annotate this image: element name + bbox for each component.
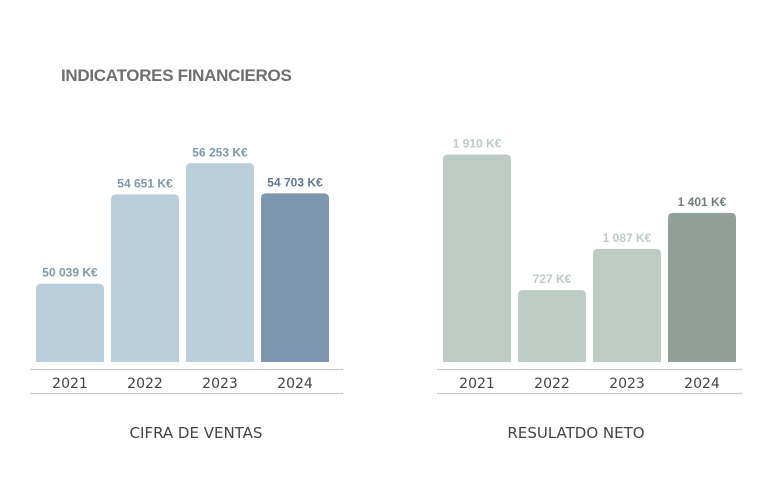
neto-bar-2022 bbox=[518, 290, 586, 362]
ventas-value-label-2024: 54 703 K€ bbox=[267, 175, 323, 189]
ventas-value-label-2022: 54 651 K€ bbox=[117, 176, 173, 190]
neto-value-label-2022: 727 K€ bbox=[533, 272, 572, 286]
neto-value-label-2024: 1 401 K€ bbox=[678, 195, 727, 209]
ventas-chart-caption: CIFRA DE VENTAS bbox=[130, 424, 263, 442]
chart-title: INDICATORES FINANCIEROS bbox=[61, 66, 292, 85]
neto-tick-label-2024: 2024 bbox=[684, 376, 720, 392]
ventas-bar-2023 bbox=[186, 163, 254, 362]
ventas-chart: 50 039 K€ 2021 54 651 K€ 2022 56 253 K€ 2023 5… bbox=[30, 145, 343, 442]
ventas-tick-label-2023: 2023 bbox=[202, 376, 238, 392]
neto-chart: 1 910 K€ 2021 727 K€ 2022 1 087 K€ 2023 1 401 … bbox=[437, 136, 742, 442]
ventas-bar-2022 bbox=[111, 194, 179, 362]
ventas-bar-2024 bbox=[261, 193, 329, 362]
ventas-tick-label-2024: 2024 bbox=[277, 376, 313, 392]
ventas-value-label-2023: 56 253 K€ bbox=[192, 145, 248, 159]
ventas-tick-label-2021: 2021 bbox=[52, 376, 88, 392]
neto-chart-caption: RESULATDO NETO bbox=[507, 424, 644, 442]
neto-value-label-2023: 1 087 K€ bbox=[603, 231, 652, 245]
ventas-bar-2021 bbox=[36, 283, 104, 362]
neto-value-label-2021: 1 910 K€ bbox=[453, 136, 502, 150]
neto-bar-2023 bbox=[593, 248, 661, 362]
ventas-tick-label-2022: 2022 bbox=[127, 376, 163, 392]
neto-tick-label-2023: 2023 bbox=[609, 376, 645, 392]
neto-bar-2021 bbox=[443, 154, 511, 362]
neto-tick-label-2022: 2022 bbox=[534, 376, 570, 392]
ventas-value-label-2021: 50 039 K€ bbox=[42, 266, 98, 280]
neto-bar-2024 bbox=[668, 212, 736, 362]
neto-tick-label-2021: 2021 bbox=[459, 376, 495, 392]
